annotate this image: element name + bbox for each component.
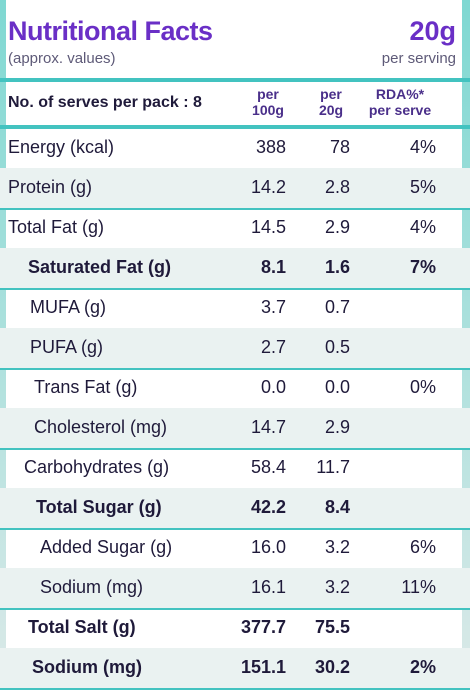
nutrient-row-trans-fat: Trans Fat (g) 0.0 0.0 0% <box>0 368 470 410</box>
value-rda: 6% <box>409 537 436 557</box>
column-rda-line1: RDA%* <box>375 86 425 102</box>
value-per-20g: 78 <box>329 137 350 157</box>
nutrient-row-added-sugar: Added Sugar (g) 16.0 3.2 6% <box>0 528 470 570</box>
serving-note: per serving <box>381 50 456 67</box>
column-per-20g: per 20g <box>303 86 359 118</box>
nutrient-label: Total Sugar (g) <box>36 497 162 517</box>
serves-per-pack: No. of serves per pack : 8 <box>8 94 202 111</box>
nutrient-row-mufa: MUFA (g) 3.7 0.7 <box>0 288 470 330</box>
value-per-100g: 3.7 <box>260 297 286 317</box>
header-divider <box>0 78 470 82</box>
nutrient-label: Sodium (mg) <box>40 577 144 597</box>
value-per-100g: 388 <box>255 137 286 157</box>
nutrient-label: Protein (g) <box>8 177 93 197</box>
value-per-100g: 14.7 <box>250 417 286 437</box>
value-per-20g: 0.7 <box>324 297 350 317</box>
value-per-20g: 30.2 <box>314 657 350 677</box>
value-per-100g: 151.1 <box>240 657 286 677</box>
value-per-20g: 1.6 <box>324 257 350 277</box>
nutrient-row-cholesterol: Cholesterol (mg) 14.7 2.9 <box>0 408 470 450</box>
panel-title: Nutritional Facts <box>8 16 213 46</box>
nutrient-label: Carbohydrates (g) <box>24 457 170 477</box>
value-per-100g: 16.1 <box>250 577 286 597</box>
value-per-20g: 75.5 <box>314 617 350 637</box>
nutrient-row-saturated-fat: Saturated Fat (g) 8.1 1.6 7% <box>0 248 470 290</box>
column-per-20g-line1: per <box>320 86 342 102</box>
nutrient-label: Trans Fat (g) <box>34 377 138 397</box>
panel-subtitle: (approx. values) <box>8 50 116 67</box>
value-rda: 7% <box>409 257 436 277</box>
column-per-100g-line2: 100g <box>252 102 284 118</box>
nutrient-label: Saturated Fat (g) <box>28 257 172 277</box>
value-rda: 5% <box>409 177 436 197</box>
value-per-20g: 2.9 <box>324 217 350 237</box>
column-per-100g-line1: per <box>257 86 279 102</box>
nutrient-label: Added Sugar (g) <box>40 537 173 557</box>
value-per-100g: 377.7 <box>240 617 286 637</box>
nutrient-row-energy: Energy (kcal) 388 78 4% <box>0 128 470 170</box>
value-per-100g: 14.5 <box>250 217 286 237</box>
column-per-20g-line2: 20g <box>318 102 344 118</box>
nutrient-label: Sodium (mg) <box>32 657 142 677</box>
column-header-row: No. of serves per pack : 8 per 100g per … <box>0 82 470 126</box>
value-per-20g: 3.2 <box>324 577 350 597</box>
value-per-100g: 42.2 <box>250 497 286 517</box>
value-per-100g: 8.1 <box>260 257 286 277</box>
nutrient-label: MUFA (g) <box>30 297 107 317</box>
column-header-divider <box>0 125 470 129</box>
column-per-100g: per 100g <box>240 86 296 118</box>
serving-size: 20g <box>409 16 456 46</box>
value-per-100g: 0.0 <box>260 377 286 397</box>
nutrient-label: Energy (kcal) <box>8 137 115 157</box>
value-rda: 4% <box>409 137 436 157</box>
nutrient-row-sodium-total: Sodium (mg) 151.1 30.2 2% <box>0 648 470 690</box>
nutrient-row-total-fat: Total Fat (g) 14.5 2.9 4% <box>0 208 470 250</box>
nutrient-row-sodium: Sodium (mg) 16.1 3.2 11% <box>0 568 470 610</box>
nutrient-label: Total Fat (g) <box>8 217 105 237</box>
value-per-20g: 2.9 <box>324 417 350 437</box>
nutrient-row-protein: Protein (g) 14.2 2.8 5% <box>0 168 470 210</box>
value-rda: 2% <box>409 657 436 677</box>
nutrient-label: Total Salt (g) <box>28 617 136 637</box>
value-per-20g: 3.2 <box>324 537 350 557</box>
value-per-100g: 14.2 <box>250 177 286 197</box>
nutrient-row-pufa: PUFA (g) 2.7 0.5 <box>0 328 470 370</box>
nutrient-row-carbohydrates: Carbohydrates (g) 58.4 11.7 <box>0 448 470 490</box>
value-per-20g: 2.8 <box>324 177 350 197</box>
value-per-100g: 16.0 <box>250 537 286 557</box>
value-per-20g: 0.5 <box>324 337 350 357</box>
nutrient-row-total-salt: Total Salt (g) 377.7 75.5 <box>0 608 470 650</box>
value-rda: 4% <box>409 217 436 237</box>
nutrient-label: PUFA (g) <box>30 337 104 357</box>
value-rda: 0% <box>409 377 436 397</box>
value-rda: 11% <box>401 577 436 597</box>
value-per-100g: 2.7 <box>260 337 286 357</box>
value-per-20g: 0.0 <box>324 377 350 397</box>
nutrient-label: Cholesterol (mg) <box>34 417 168 437</box>
value-per-100g: 58.4 <box>250 457 286 477</box>
value-per-20g: 11.7 <box>316 457 350 477</box>
column-rda-line2: per serve <box>368 102 432 118</box>
nutrition-header: Nutritional Facts (approx. values) 20g p… <box>8 10 456 74</box>
nutrient-row-total-sugar: Total Sugar (g) 42.2 8.4 <box>0 488 470 530</box>
value-per-20g: 8.4 <box>324 497 350 517</box>
column-rda: RDA%* per serve <box>360 86 440 118</box>
